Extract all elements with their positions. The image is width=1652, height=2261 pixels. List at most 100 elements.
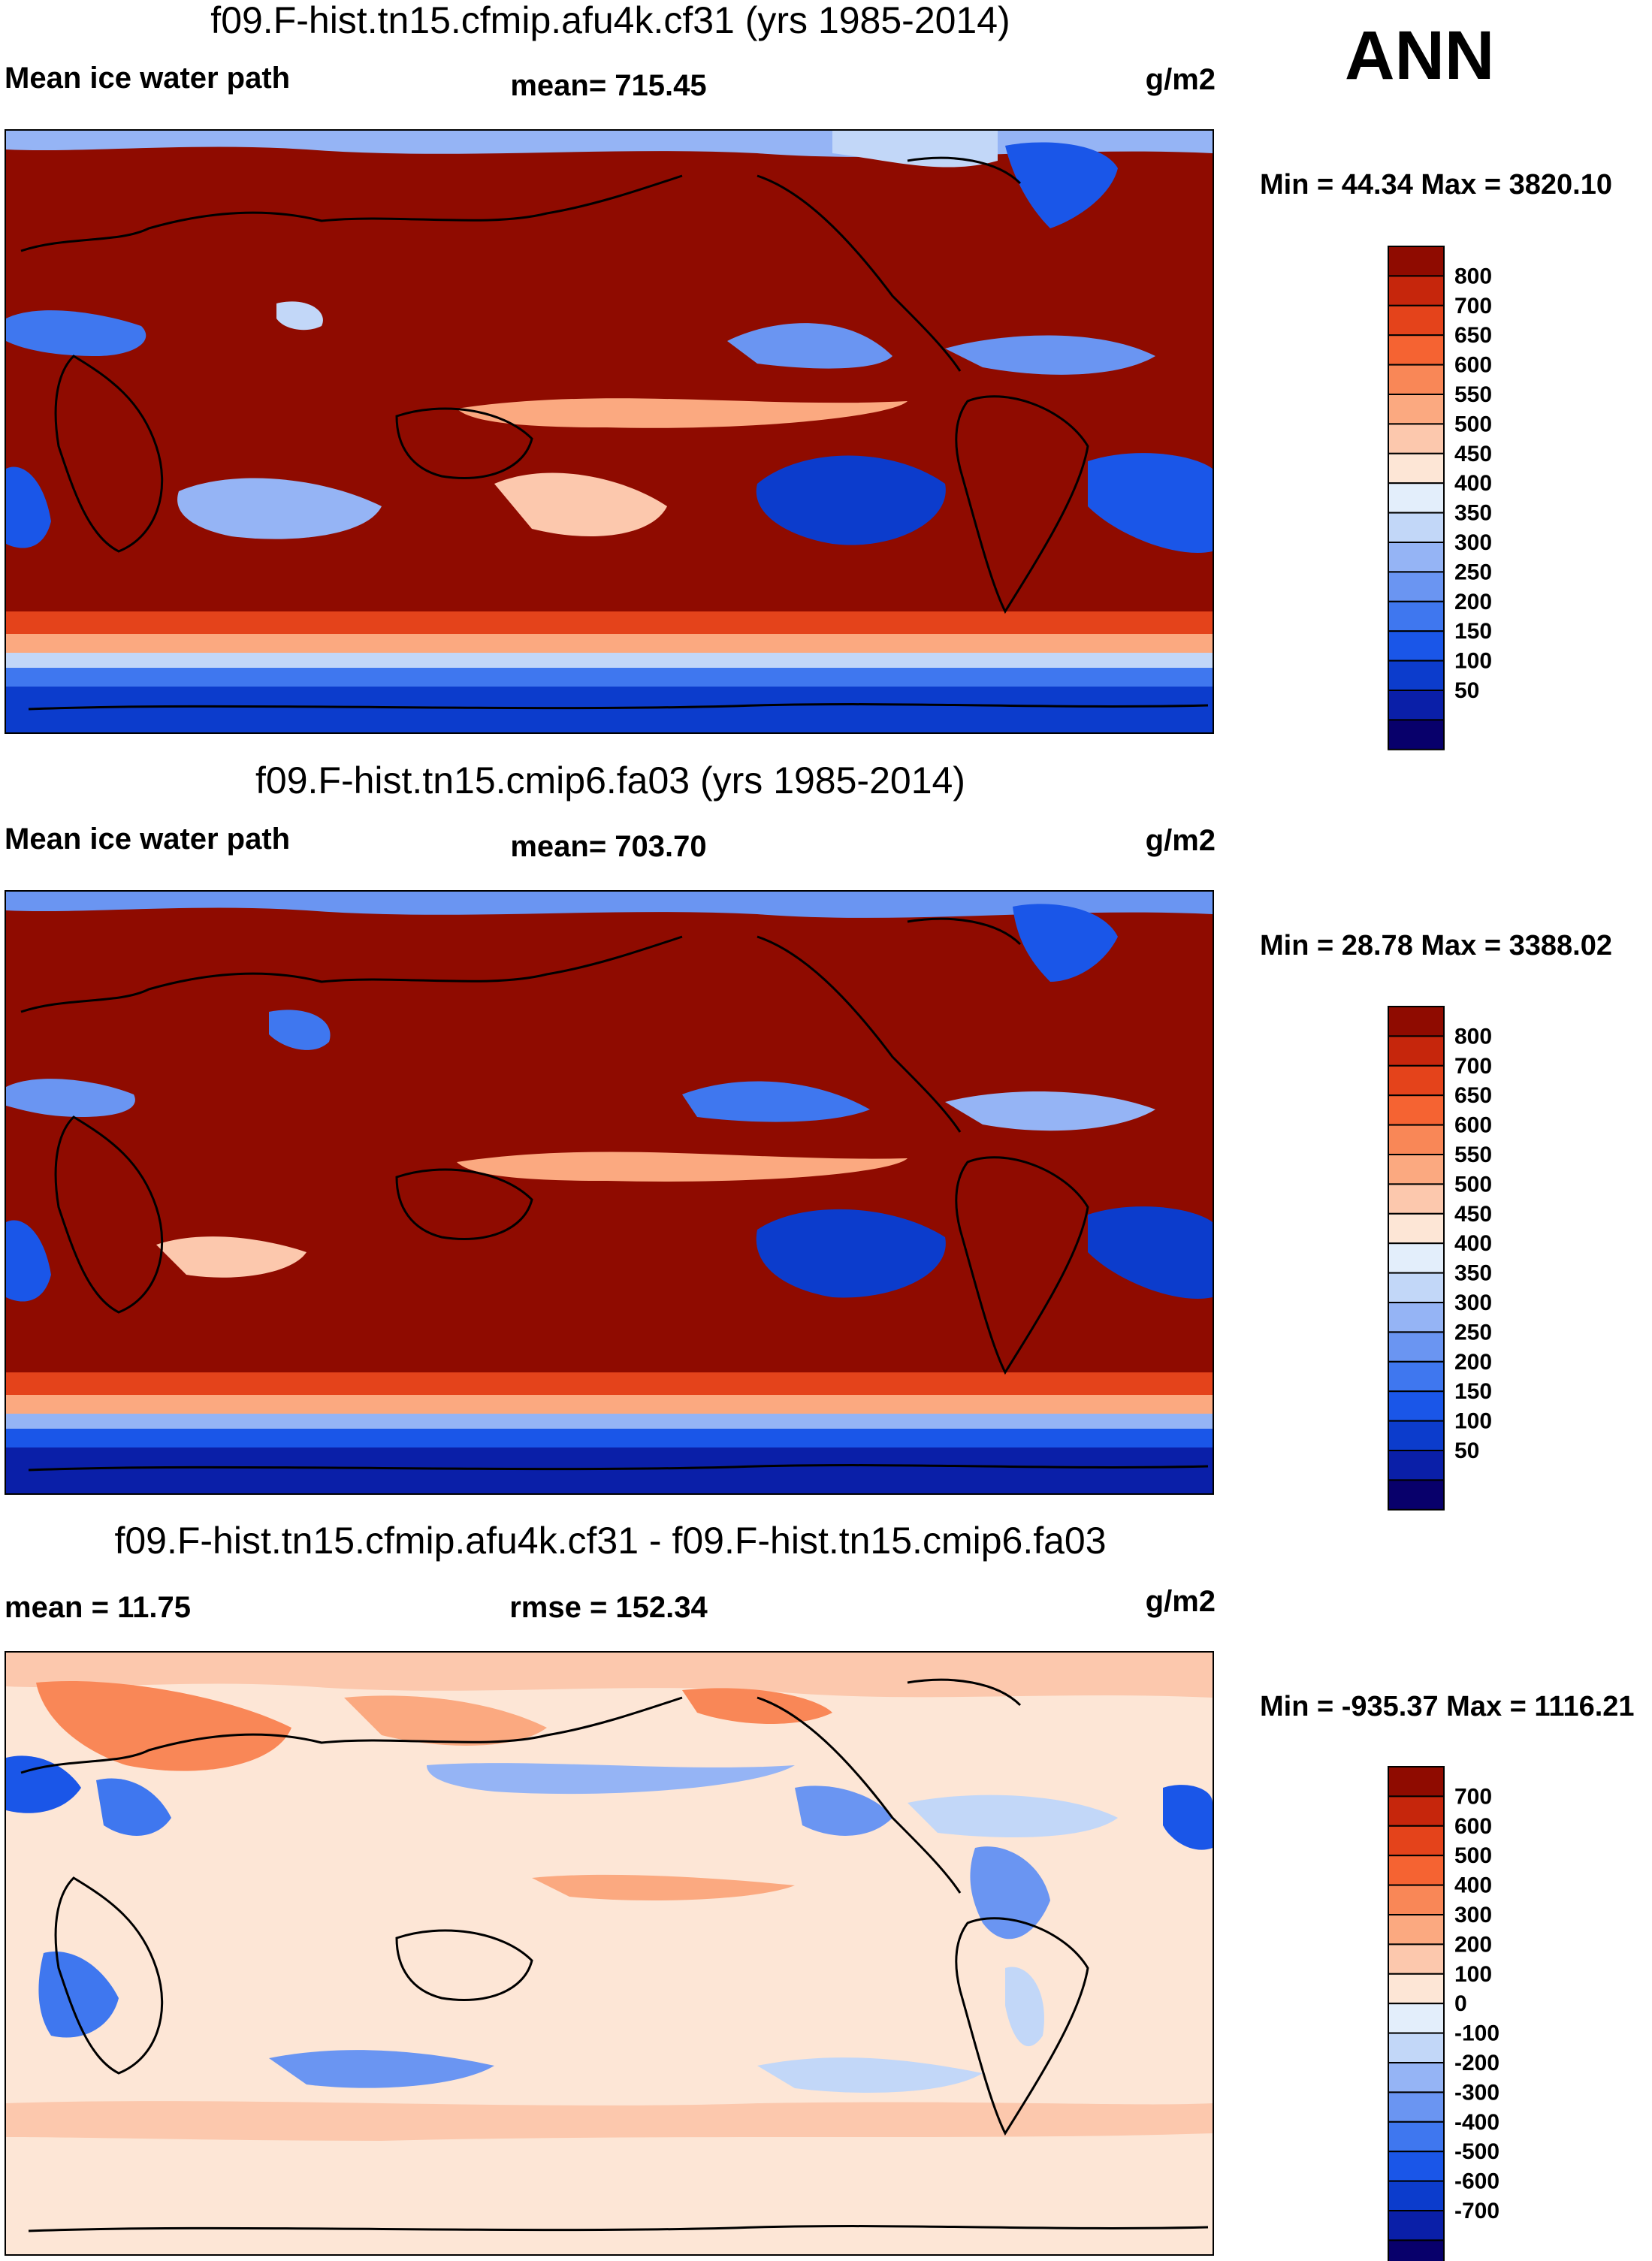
colorbar-swatch bbox=[1388, 2121, 1445, 2153]
panel2-title: f09.F-hist.tn15.cmip6.fa03 (yrs 1985-201… bbox=[255, 759, 965, 801]
colorbar-tick-label: 450 bbox=[1454, 1202, 1492, 1227]
panel1-colorbar: 800 700 650 600 550 500 450 400 350 300 250 200 150 1… bbox=[1388, 246, 1584, 750]
colorbar-tick-label: 350 bbox=[1454, 1261, 1492, 1286]
panel3-minmax: Min = -935.37 Max = 1116.21 bbox=[1260, 1691, 1635, 1722]
colorbar-swatch bbox=[1388, 600, 1445, 632]
colorbar-tick-label: 650 bbox=[1454, 1083, 1492, 1108]
panel3-title: f09.F-hist.tn15.cfmip.afu4k.cf31 - f09.F… bbox=[114, 1520, 1107, 1562]
panel2-colorbar-svg: 800 700 650 600 550 500 450 400 350 300 250 200 150 1… bbox=[1388, 1006, 1492, 1511]
panel1-field-label: Mean ice water path bbox=[5, 62, 291, 95]
colorbar-swatch bbox=[1388, 2062, 1445, 2093]
colorbar-swatch bbox=[1388, 1302, 1445, 1333]
colorbar-swatch bbox=[1388, 1272, 1445, 1304]
colorbar-tick-label: -400 bbox=[1454, 2110, 1499, 2135]
colorbar-tick-label: 700 bbox=[1454, 294, 1492, 318]
panel2-map bbox=[5, 890, 1214, 1495]
colorbar-tick-label: 400 bbox=[1454, 1231, 1492, 1256]
colorbar-tick-label: 150 bbox=[1454, 1379, 1492, 1404]
world-map-icon bbox=[6, 1653, 1213, 2254]
colorbar-swatch bbox=[1388, 1094, 1445, 1126]
colorbar-tick-label: 500 bbox=[1454, 1172, 1492, 1197]
colorbar-swatch bbox=[1388, 1331, 1445, 1363]
colorbar-swatch bbox=[1388, 364, 1445, 396]
colorbar-swatch bbox=[1388, 1914, 1445, 1946]
colorbar-tick-label: 400 bbox=[1454, 1873, 1492, 1898]
world-map-icon bbox=[6, 131, 1213, 732]
colorbar-tick-label: 250 bbox=[1454, 1320, 1492, 1345]
colorbar-swatch bbox=[1388, 423, 1445, 454]
panel3-colorbar-svg: 700 600 500 400 300 200 100 0 -100 -200 -300 -400 -5… bbox=[1388, 1766, 1499, 2261]
panel3-rmse: rmse = 152.34 bbox=[509, 1591, 708, 1624]
panel1-title: f09.F-hist.tn15.cfmip.afu4k.cf31 (yrs 19… bbox=[210, 0, 1010, 41]
colorbar-swatch bbox=[1388, 334, 1445, 366]
colorbar-swatch bbox=[1388, 1064, 1445, 1097]
panel1-minmax: Min = 44.34 Max = 3820.10 bbox=[1260, 169, 1612, 201]
colorbar-swatch bbox=[1388, 2239, 1445, 2261]
colorbar-swatch bbox=[1388, 246, 1445, 277]
colorbar-tick-label: 250 bbox=[1454, 560, 1492, 584]
colorbar-swatch bbox=[1388, 630, 1445, 662]
colorbar-tick-label: 100 bbox=[1454, 1409, 1492, 1434]
colorbar-tick-label: 500 bbox=[1454, 412, 1492, 436]
panel1-mean: mean= 715.45 bbox=[510, 69, 707, 102]
colorbar-tick-label: 150 bbox=[1454, 619, 1492, 644]
colorbar-tick-label: -100 bbox=[1454, 2021, 1499, 2046]
colorbar-tick-label: 550 bbox=[1454, 382, 1492, 407]
colorbar-swatch bbox=[1388, 1154, 1445, 1185]
colorbar-swatch bbox=[1388, 1124, 1445, 1156]
colorbar-tick-label: 300 bbox=[1454, 530, 1492, 555]
colorbar-tick-label: 650 bbox=[1454, 323, 1492, 348]
colorbar-swatch bbox=[1388, 1855, 1445, 1886]
panel3-map bbox=[5, 1651, 1214, 2256]
colorbar-tick-label: 600 bbox=[1454, 1113, 1492, 1138]
colorbar-swatch bbox=[1388, 1006, 1445, 1037]
colorbar-tick-label: 50 bbox=[1454, 1438, 1479, 1463]
colorbar-swatch bbox=[1388, 690, 1445, 721]
colorbar-swatch bbox=[1388, 512, 1445, 544]
panel2-units: g/m2 bbox=[1145, 824, 1216, 857]
colorbar-swatch bbox=[1388, 660, 1445, 691]
panel1-colorbar-svg: 800 700 650 600 550 500 450 400 350 300 250 200 150 1… bbox=[1388, 246, 1492, 750]
colorbar-tick-label: 800 bbox=[1454, 1024, 1492, 1049]
colorbar-tick-label: -300 bbox=[1454, 2080, 1499, 2105]
colorbar-tick-label: 200 bbox=[1454, 1932, 1492, 1957]
panel3-colorbar: 700 600 500 400 300 200 100 0 -100 -200 -300 -400 -5… bbox=[1388, 1766, 1584, 2261]
panel1-units: g/m2 bbox=[1145, 63, 1216, 96]
colorbar-tick-label: 200 bbox=[1454, 1350, 1492, 1375]
colorbar-swatch bbox=[1388, 1884, 1445, 1916]
colorbar-tick-label: 700 bbox=[1454, 1054, 1492, 1079]
colorbar-swatch bbox=[1388, 571, 1445, 602]
colorbar-tick-label: 450 bbox=[1454, 442, 1492, 466]
colorbar-tick-label: 600 bbox=[1454, 353, 1492, 378]
colorbar-tick-label: 100 bbox=[1454, 1962, 1492, 1987]
colorbar-tick-label: 300 bbox=[1454, 1290, 1492, 1315]
colorbar-swatch bbox=[1388, 542, 1445, 573]
colorbar-swatch bbox=[1388, 1766, 1445, 1798]
colorbar-tick-label: 700 bbox=[1454, 1784, 1492, 1809]
colorbar-swatch bbox=[1388, 452, 1445, 484]
colorbar-swatch bbox=[1388, 2180, 1445, 2211]
colorbar-swatch bbox=[1388, 275, 1445, 306]
panel2-minmax: Min = 28.78 Max = 3388.02 bbox=[1260, 930, 1612, 961]
colorbar-tick-label: 400 bbox=[1454, 471, 1492, 496]
colorbar-tick-label: 100 bbox=[1454, 649, 1492, 674]
world-map-icon bbox=[6, 892, 1213, 1493]
colorbar-swatch bbox=[1388, 2091, 1445, 2123]
colorbar-swatch bbox=[1388, 1450, 1445, 1481]
colorbar-tick-label: -700 bbox=[1454, 2199, 1499, 2223]
colorbar-tick-label: 550 bbox=[1454, 1143, 1492, 1167]
colorbar-swatch bbox=[1388, 719, 1445, 750]
colorbar-swatch bbox=[1388, 304, 1445, 337]
season-label: ANN bbox=[1345, 17, 1495, 94]
panel2-mean: mean= 703.70 bbox=[510, 830, 707, 863]
colorbar-swatch bbox=[1388, 1943, 1445, 1975]
colorbar-tick-label: 500 bbox=[1454, 1843, 1492, 1868]
colorbar-swatch bbox=[1388, 2003, 1445, 2034]
panel3-mean: mean = 11.75 bbox=[5, 1591, 191, 1624]
colorbar-swatch bbox=[1388, 1035, 1445, 1067]
colorbar-swatch bbox=[1388, 1390, 1445, 1422]
colorbar-swatch bbox=[1388, 1973, 1445, 2005]
colorbar-swatch bbox=[1388, 1420, 1445, 1451]
colorbar-swatch bbox=[1388, 1795, 1445, 1827]
colorbar-tick-label: 0 bbox=[1454, 1991, 1467, 2016]
